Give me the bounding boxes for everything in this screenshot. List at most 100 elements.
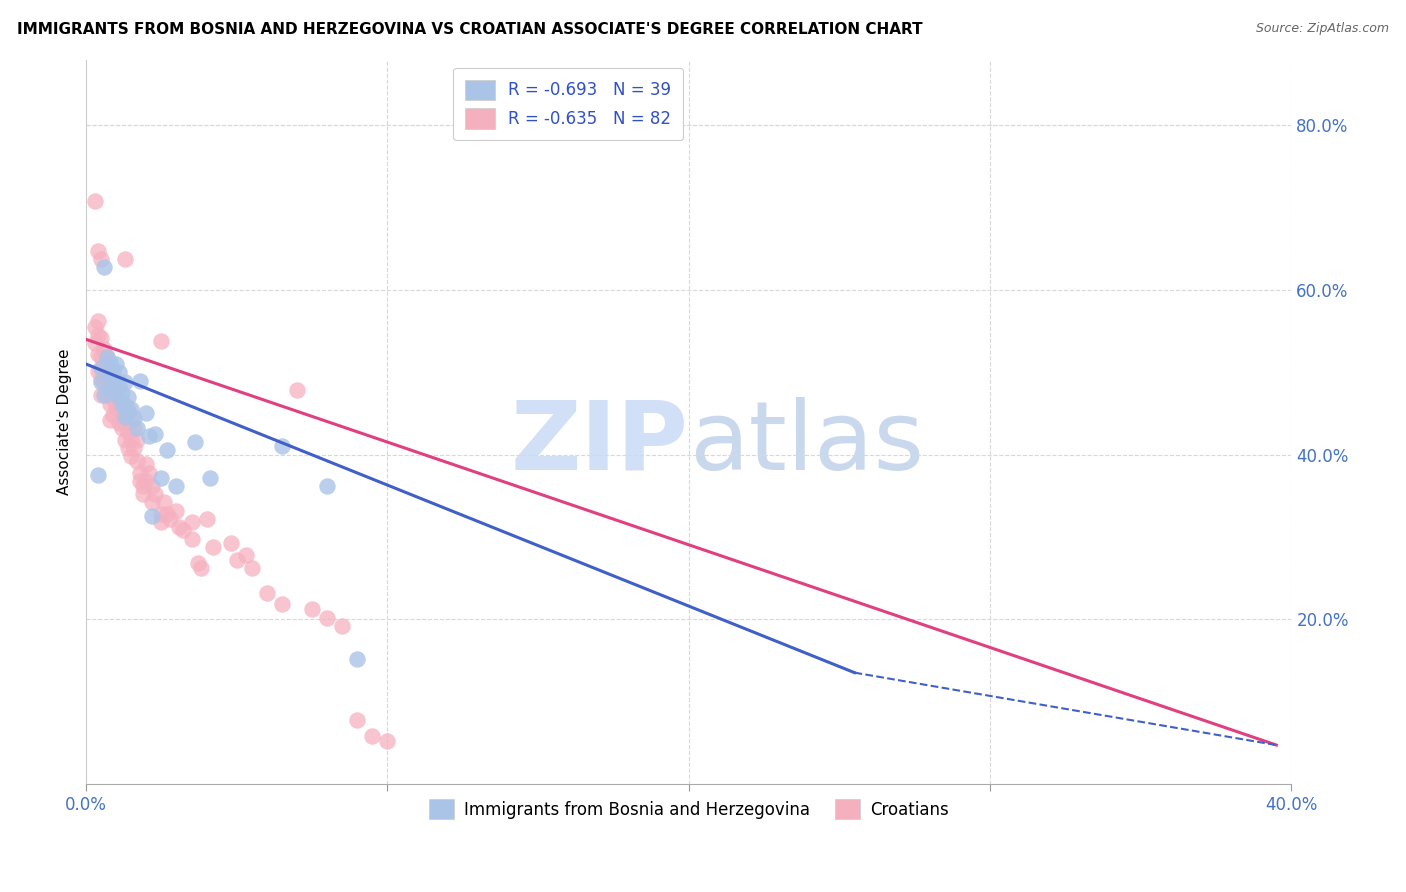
Point	[129, 374, 152, 388]
Point	[127, 454, 149, 468]
Point	[120, 402, 142, 417]
Point	[103, 375, 125, 389]
Point	[114, 398, 136, 412]
Point	[105, 388, 128, 402]
Point	[377, 734, 399, 748]
Point	[183, 435, 205, 450]
Point	[84, 336, 107, 351]
Point	[150, 470, 173, 484]
Point	[141, 509, 163, 524]
Point	[87, 364, 110, 378]
Point	[87, 244, 110, 258]
Point	[117, 441, 139, 455]
Point	[124, 410, 146, 425]
Point	[285, 384, 308, 398]
Point	[156, 442, 179, 457]
Point	[132, 487, 155, 501]
Point	[96, 351, 118, 365]
Point	[330, 619, 353, 633]
Point	[135, 474, 157, 488]
Point	[98, 364, 121, 378]
Point	[90, 351, 112, 365]
Point	[150, 334, 173, 348]
Point	[103, 392, 125, 406]
Point	[235, 548, 257, 562]
Point	[114, 409, 136, 424]
Point	[84, 194, 107, 208]
Point	[138, 429, 160, 443]
Point	[145, 427, 167, 442]
Point	[256, 586, 278, 600]
Point	[96, 388, 118, 402]
Point	[271, 598, 294, 612]
Point	[98, 368, 121, 383]
Point	[180, 532, 202, 546]
Point	[87, 328, 110, 343]
Point	[117, 402, 139, 417]
Point	[105, 374, 128, 388]
Point	[166, 503, 188, 517]
Point	[90, 252, 112, 266]
Point	[90, 331, 112, 345]
Point	[117, 425, 139, 439]
Legend: Immigrants from Bosnia and Herzegovina, Croatians: Immigrants from Bosnia and Herzegovina, …	[422, 792, 955, 826]
Point	[114, 252, 136, 266]
Point	[135, 406, 157, 420]
Text: ZIP: ZIP	[510, 397, 689, 490]
Point	[190, 561, 212, 575]
Point	[195, 512, 218, 526]
Point	[117, 405, 139, 419]
Point	[150, 515, 173, 529]
Point	[111, 421, 134, 435]
Point	[240, 561, 263, 575]
Point	[153, 495, 176, 509]
Point	[90, 361, 112, 376]
Point	[124, 441, 146, 455]
Point	[120, 413, 142, 427]
Text: atlas: atlas	[689, 397, 924, 490]
Point	[132, 479, 155, 493]
Point	[138, 466, 160, 480]
Point	[150, 507, 173, 521]
Point	[87, 468, 110, 483]
Point	[120, 433, 142, 447]
Y-axis label: Associate's Degree: Associate's Degree	[58, 349, 72, 495]
Point	[201, 540, 224, 554]
Point	[108, 379, 131, 393]
Text: IMMIGRANTS FROM BOSNIA AND HERZEGOVINA VS CROATIAN ASSOCIATE'S DEGREE CORRELATIO: IMMIGRANTS FROM BOSNIA AND HERZEGOVINA V…	[17, 22, 922, 37]
Point	[108, 365, 131, 379]
Point	[111, 385, 134, 400]
Point	[98, 384, 121, 398]
Point	[90, 372, 112, 386]
Point	[93, 388, 115, 402]
Point	[98, 380, 121, 394]
Point	[346, 713, 368, 727]
Point	[301, 602, 323, 616]
Point	[124, 421, 146, 435]
Point	[105, 384, 128, 398]
Point	[90, 375, 112, 389]
Point	[114, 433, 136, 447]
Point	[225, 553, 247, 567]
Point	[84, 320, 107, 334]
Point	[145, 487, 167, 501]
Point	[98, 355, 121, 369]
Point	[198, 470, 221, 484]
Point	[93, 359, 115, 373]
Point	[108, 417, 131, 431]
Point	[111, 405, 134, 419]
Point	[87, 347, 110, 361]
Point	[93, 343, 115, 357]
Point	[114, 417, 136, 431]
Point	[129, 474, 152, 488]
Point	[127, 421, 149, 435]
Point	[166, 479, 188, 493]
Point	[156, 507, 179, 521]
Point	[87, 314, 110, 328]
Point	[96, 351, 118, 365]
Point	[187, 556, 209, 570]
Point	[316, 610, 339, 624]
Point	[271, 439, 294, 453]
Point	[103, 408, 125, 422]
Point	[103, 364, 125, 378]
